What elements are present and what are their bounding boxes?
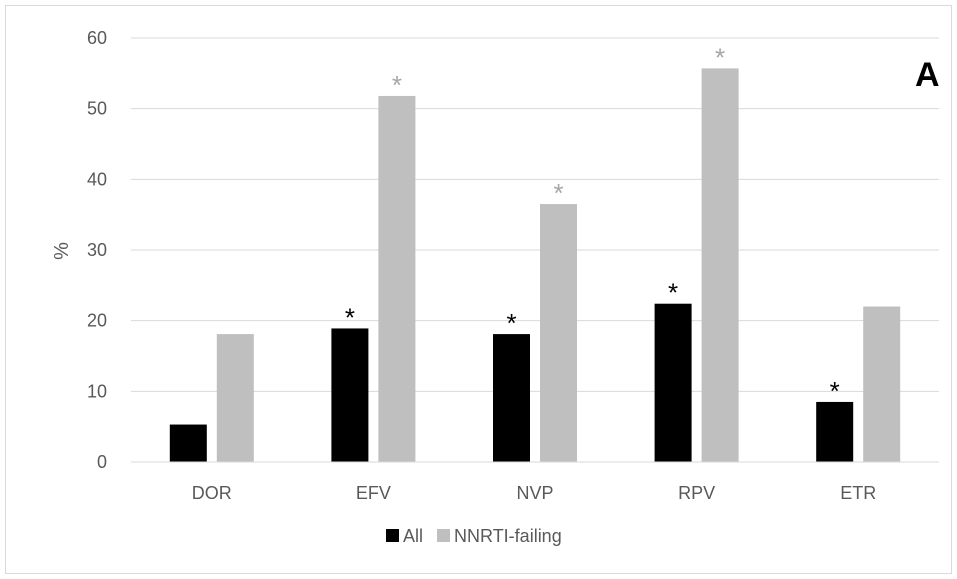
bar-nnrti-failing-nvp xyxy=(540,204,577,463)
significance-marker: * xyxy=(345,302,355,332)
bar-all-nvp xyxy=(493,334,530,462)
bar-all-dor xyxy=(169,424,207,462)
bar-all-etr xyxy=(816,401,854,462)
significance-marker: * xyxy=(392,70,402,100)
chart-frame: 0 10 20 30 40 50 60 % A * * * * * * * DOR EFV NVP RPV ET… xyxy=(5,5,952,574)
significance-marker: * xyxy=(830,376,840,406)
x-tick-label: RPV xyxy=(678,483,715,503)
y-axis-label: % xyxy=(51,242,73,260)
bar-all-efv xyxy=(331,328,369,462)
bar-nnrti-failing-efv xyxy=(378,95,416,463)
x-axis-ticks: DOR EFV NVP RPV ETR xyxy=(192,483,876,503)
y-tick-label: 10 xyxy=(87,381,107,401)
legend-swatch xyxy=(386,529,399,542)
bar-all-rpv xyxy=(654,303,692,462)
legend-label: NNRTI-failing xyxy=(454,526,562,546)
bar-nnrti-failing-rpv xyxy=(701,68,739,463)
significance-marker: * xyxy=(668,278,678,308)
legend-swatch xyxy=(437,529,451,542)
significance-marker: * xyxy=(553,178,563,208)
y-tick-label: 40 xyxy=(87,169,107,189)
bars: * * * * * * * xyxy=(169,42,901,463)
gridlines xyxy=(131,37,939,392)
bar-nnrti-failing-etr xyxy=(863,306,901,462)
y-tick-label: 50 xyxy=(87,99,107,119)
bar-nnrti-failing-dor xyxy=(216,334,254,462)
x-tick-label: DOR xyxy=(192,483,232,503)
panel-label: A xyxy=(915,56,940,94)
y-tick-label: 60 xyxy=(87,28,107,48)
x-tick-label: EFV xyxy=(356,483,391,503)
y-tick-label: 0 xyxy=(97,452,107,472)
y-tick-label: 30 xyxy=(87,240,107,260)
legend-label: All xyxy=(403,526,423,546)
x-tick-label: ETR xyxy=(840,483,876,503)
bar-chart: 0 10 20 30 40 50 60 % A * * * * * * * DOR EFV NVP RPV ET… xyxy=(51,28,940,546)
legend: All NNRTI-failing xyxy=(386,526,562,546)
y-axis-ticks: 0 10 20 30 40 50 60 xyxy=(87,28,107,472)
significance-marker: * xyxy=(506,308,516,338)
y-tick-label: 20 xyxy=(87,311,107,331)
significance-marker: * xyxy=(715,42,725,72)
x-tick-label: NVP xyxy=(516,483,553,503)
